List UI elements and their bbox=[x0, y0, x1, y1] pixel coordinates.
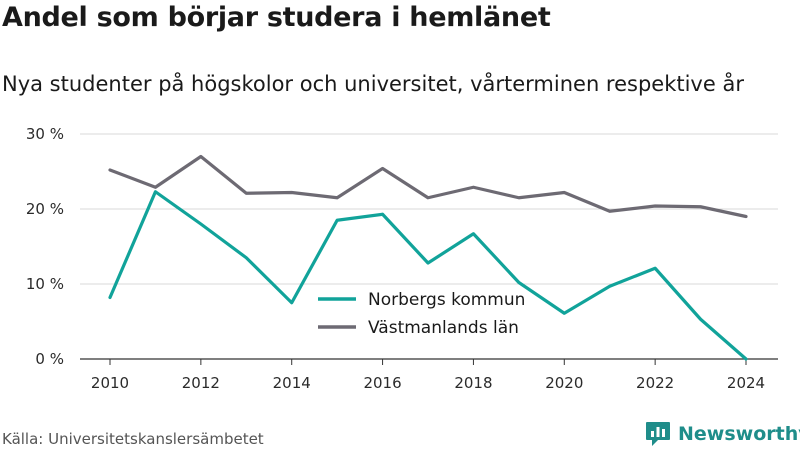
brand-name: Newsworthy bbox=[678, 423, 800, 445]
legend-item-norbergs-kommun: Norbergs kommun bbox=[318, 287, 528, 313]
x-tick-label: 2018 bbox=[454, 374, 492, 392]
chart-title: Andel som börjar studera i hemlänet bbox=[2, 2, 551, 33]
legend-label: Västmanlands län bbox=[368, 318, 519, 338]
y-tick-label: 10 % bbox=[26, 275, 64, 293]
x-tick-label: 2014 bbox=[273, 374, 311, 392]
axes: 0 % 10 % 20 % 30 % 2010 2012 2014 2016 2018 2020 2… bbox=[26, 125, 765, 392]
x-tick-label: 2012 bbox=[182, 374, 220, 392]
x-tick-label: 2022 bbox=[636, 374, 674, 392]
series-lines bbox=[108, 154, 748, 361]
series-line-norbergs-kommun bbox=[108, 190, 748, 361]
legend: Norbergs kommun Västmanlands län bbox=[318, 287, 528, 341]
x-tick-label: 2020 bbox=[545, 374, 583, 392]
brand-logo: Newsworthy bbox=[644, 420, 800, 448]
grid-lines bbox=[80, 133, 778, 360]
chart-subtitle: Nya studenter på högskolor och universit… bbox=[2, 72, 744, 96]
series-line-vastmanlands-lan bbox=[108, 154, 748, 219]
x-tick-label: 2016 bbox=[363, 374, 401, 392]
source-note: Källa: Universitetskanslersämbetet bbox=[2, 430, 264, 448]
legend-label: Norbergs kommun bbox=[368, 290, 525, 310]
newsworthy-logo-icon bbox=[646, 422, 670, 446]
x-tick-label: 2024 bbox=[727, 374, 765, 392]
legend-item-vastmanlands-lan: Västmanlands län bbox=[318, 315, 522, 341]
y-tick-label: 20 % bbox=[26, 200, 64, 218]
x-tick-label: 2010 bbox=[91, 374, 129, 392]
y-tick-label: 0 % bbox=[35, 350, 64, 368]
y-tick-label: 30 % bbox=[26, 125, 64, 143]
